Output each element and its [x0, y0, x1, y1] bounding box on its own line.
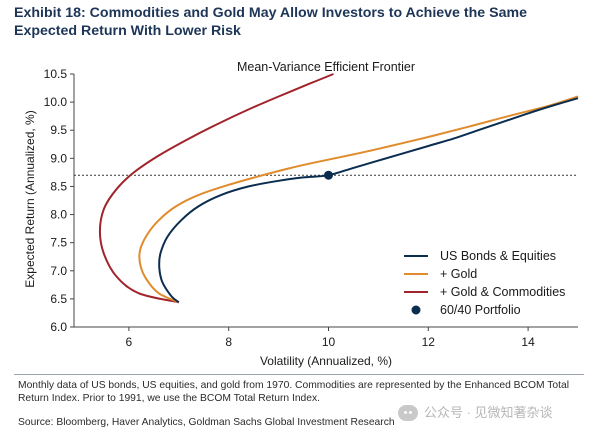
legend-gold-label: + Gold	[440, 267, 477, 281]
watermark-text: 公众号 · 见微知著杂谈	[424, 405, 553, 420]
series-gold-commodities	[98, 73, 334, 304]
axes-layer: 6.0 6.5 7.0 7.5 8.0 8.5 9.0 9.5 10.0 10.5 6 8 10 12 14	[44, 67, 578, 349]
y-tick-label: 7.5	[50, 236, 67, 250]
series-gold	[138, 95, 579, 304]
efficient-frontier-chart: 6.0 6.5 7.0 7.5 8.0 8.5 9.0 9.5 10.0 10.5 6 8 10 12 14…	[0, 56, 600, 374]
portfolio-60-40-point	[323, 170, 333, 180]
legend-us-bonds-equities-label: US Bonds & Equities	[440, 249, 556, 263]
y-tick-label: 6.5	[50, 292, 67, 306]
y-tick-label: 10.0	[44, 95, 68, 109]
y-axis-title: Expected Return (Annualized, %)	[23, 110, 37, 287]
exhibit-title: Exhibit 18: Commodities and Gold May All…	[14, 5, 527, 39]
y-tick-label: 7.0	[50, 264, 67, 278]
x-axis-title: Volatility (Annualized, %)	[260, 354, 392, 368]
y-tick-label: 6.0	[50, 320, 67, 334]
wechat-icon	[398, 405, 418, 421]
source-line: Source: Bloomberg, Haver Analytics, Gold…	[18, 417, 395, 428]
footnote: Monthly data of US bonds, US equities, a…	[18, 380, 569, 404]
x-tick-label: 12	[422, 335, 436, 349]
watermark: 公众号 · 见微知著杂谈	[398, 402, 588, 424]
legend-portfolio-marker	[411, 305, 421, 315]
y-tick-label: 9.0	[50, 151, 67, 165]
y-tick-label: 10.5	[44, 67, 68, 81]
series-us-bonds-equities	[158, 97, 579, 304]
x-tick-label: 6	[126, 335, 133, 349]
x-tick-label: 8	[225, 335, 232, 349]
y-tick-label: 9.5	[50, 123, 67, 137]
x-tick-label: 10	[322, 335, 336, 349]
legend-gold-commodities-label: + Gold & Commodities	[440, 285, 565, 299]
x-tick-label: 14	[521, 335, 535, 349]
chart-svg: 6.0 6.5 7.0 7.5 8.0 8.5 9.0 9.5 10.0 10.5 6 8 10 12 14…	[23, 60, 579, 368]
footer-divider	[14, 374, 584, 375]
legend-layer: US Bonds & Equities + Gold + Gold & Commod…	[404, 249, 565, 317]
series-layer	[74, 73, 579, 304]
chart-title: Mean-Variance Efficient Frontier	[237, 60, 415, 74]
y-tick-label: 8.5	[50, 179, 67, 193]
y-tick-label: 8.0	[50, 208, 67, 222]
legend-portfolio-label: 60/40 Portfolio	[440, 303, 521, 317]
